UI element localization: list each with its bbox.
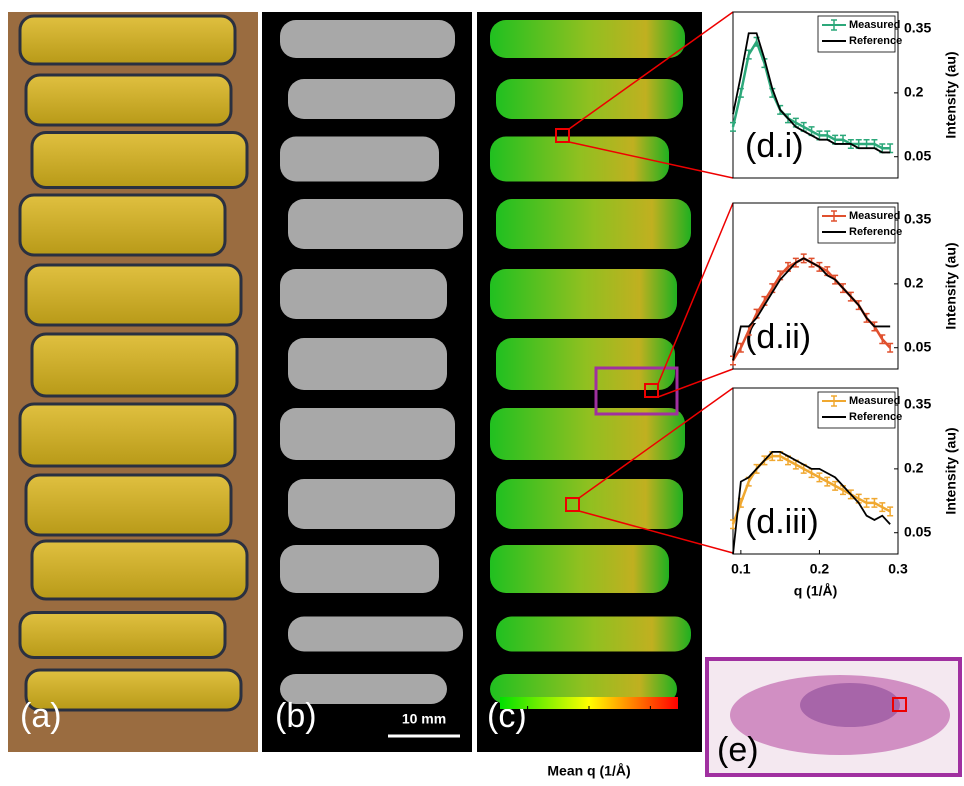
- slice: [280, 545, 439, 593]
- y-axis-label: Intensity (au): [943, 242, 959, 329]
- x-axis-label: q (1/Å): [794, 583, 838, 599]
- y-tick-label: 0.35: [904, 20, 931, 36]
- figure: (a) (b) (c) (e) 10 mm Mean q (1/Å) 0.160…: [0, 0, 964, 781]
- slice: [32, 133, 247, 188]
- y-tick-label: 0.2: [904, 275, 924, 291]
- scale-bar-label: 10 mm: [402, 711, 446, 727]
- slice: [26, 265, 241, 325]
- slice: [496, 79, 683, 119]
- annotation: (d.iii): [745, 503, 819, 541]
- slice: [20, 404, 235, 466]
- slice: [496, 338, 675, 390]
- slice: [288, 338, 447, 390]
- slice: [490, 269, 677, 319]
- slice: [490, 545, 669, 593]
- y-axis-label: Intensity (au): [943, 51, 959, 138]
- panel-label: (a): [20, 697, 62, 735]
- slice: [26, 75, 231, 125]
- x-tick-label: 0.2: [810, 561, 830, 577]
- legend-label: Measured: [849, 395, 900, 407]
- histology-tissue: [800, 683, 900, 727]
- slice: [496, 617, 691, 652]
- annotation: (d.i): [745, 127, 804, 165]
- slice: [490, 20, 685, 58]
- slice: [280, 137, 439, 182]
- slice: [20, 16, 235, 64]
- y-tick-label: 0.35: [904, 396, 931, 412]
- slice: [288, 479, 455, 529]
- y-tick-label: 0.05: [904, 338, 931, 354]
- panel-label: (b): [275, 697, 317, 735]
- legend-label: Measured: [849, 19, 900, 31]
- legend-label: Reference: [849, 226, 902, 238]
- slice: [490, 408, 685, 460]
- slice: [288, 617, 463, 652]
- x-tick-label: 0.1: [731, 561, 751, 577]
- y-tick-label: 0.35: [904, 211, 931, 227]
- colorbar-label: Mean q (1/Å): [547, 763, 630, 779]
- x-tick-label: 0.3: [888, 561, 908, 577]
- y-tick-label: 0.2: [904, 460, 924, 476]
- slice: [32, 334, 237, 396]
- colorbar-tick-label: 0.16: [514, 739, 541, 755]
- slice: [288, 199, 463, 249]
- colorbar-tick-label: 0.2: [641, 739, 661, 755]
- slice: [280, 20, 455, 58]
- slice: [32, 541, 247, 599]
- y-tick-label: 0.2: [904, 84, 924, 100]
- slice: [496, 199, 691, 249]
- colorbar-tick-label: 0.18: [575, 739, 602, 755]
- annotation: (d.ii): [745, 318, 811, 356]
- slice: [280, 269, 447, 319]
- slice: [20, 195, 225, 255]
- legend-label: Reference: [849, 35, 902, 47]
- y-tick-label: 0.05: [904, 523, 931, 539]
- slice: [280, 408, 455, 460]
- slice: [496, 479, 683, 529]
- slice: [490, 137, 669, 182]
- legend-label: Measured: [849, 210, 900, 222]
- slice: [288, 79, 455, 119]
- y-axis-label: Intensity (au): [943, 427, 959, 514]
- panel-label: (e): [717, 731, 759, 769]
- legend-label: Reference: [849, 411, 902, 423]
- slice: [26, 475, 231, 535]
- slice: [20, 613, 225, 658]
- y-tick-label: 0.05: [904, 147, 931, 163]
